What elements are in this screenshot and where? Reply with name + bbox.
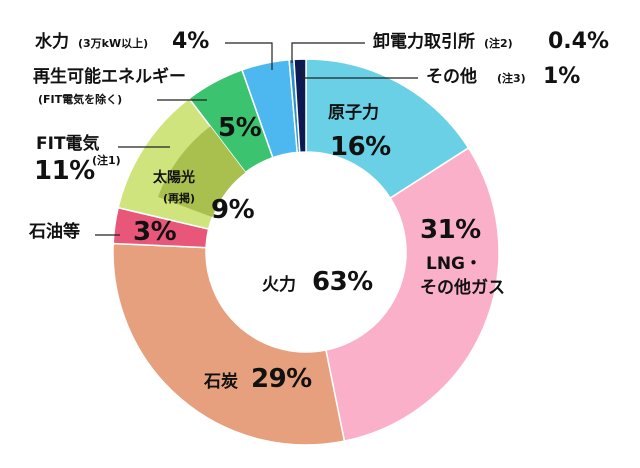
label-hydro-name: 水力 [35,32,69,52]
leader-exchange [291,42,365,63]
label-coal-value: 29% [251,364,312,394]
label-exchange-note: (注2) [484,37,513,50]
label-exchange-name: 卸電力取引所 [373,32,475,52]
label-center-value: 63% [312,267,373,297]
label-renewable-value: 5% [218,113,262,143]
label-solar-value: 9% [211,195,255,225]
label-exchange-value: 0.4% [548,29,610,54]
label-oil-value: 3% [133,217,177,247]
label-nuclear-name: 原子力 [328,103,379,123]
label-fit-note: (注1) [92,154,121,167]
label-hydro-sub: (3万kW以上) [78,37,149,50]
label-solar-sub: (再掲) [163,192,196,205]
leader-other [302,68,418,79]
label-other-note: (注3) [497,72,526,85]
label-renewable-sub: (FIT電気を除く) [38,93,123,106]
label-center-name: 火力 [262,275,296,295]
label-coal-name: 石炭 [204,372,238,392]
label-nuclear-value: 16% [330,132,391,162]
label-fit-name: FIT電気 [36,134,100,154]
leader-hydro [225,42,273,70]
label-lng-name-2: その他ガス [420,278,505,298]
label-lng-name-1: LNG・ [426,254,483,274]
label-hydro-value: 4% [172,29,210,54]
label-other-name: その他 [426,67,477,87]
label-solar-name: 太陽光 [153,170,195,186]
label-lng-value: 31% [420,215,481,245]
label-renewable-name: 再生可能エネルギー [33,67,186,87]
label-other-value: 1% [543,64,581,89]
donut-hole [206,152,406,352]
label-fit-value: 11% [34,156,95,186]
label-oil-name: 石油等 [29,222,80,242]
